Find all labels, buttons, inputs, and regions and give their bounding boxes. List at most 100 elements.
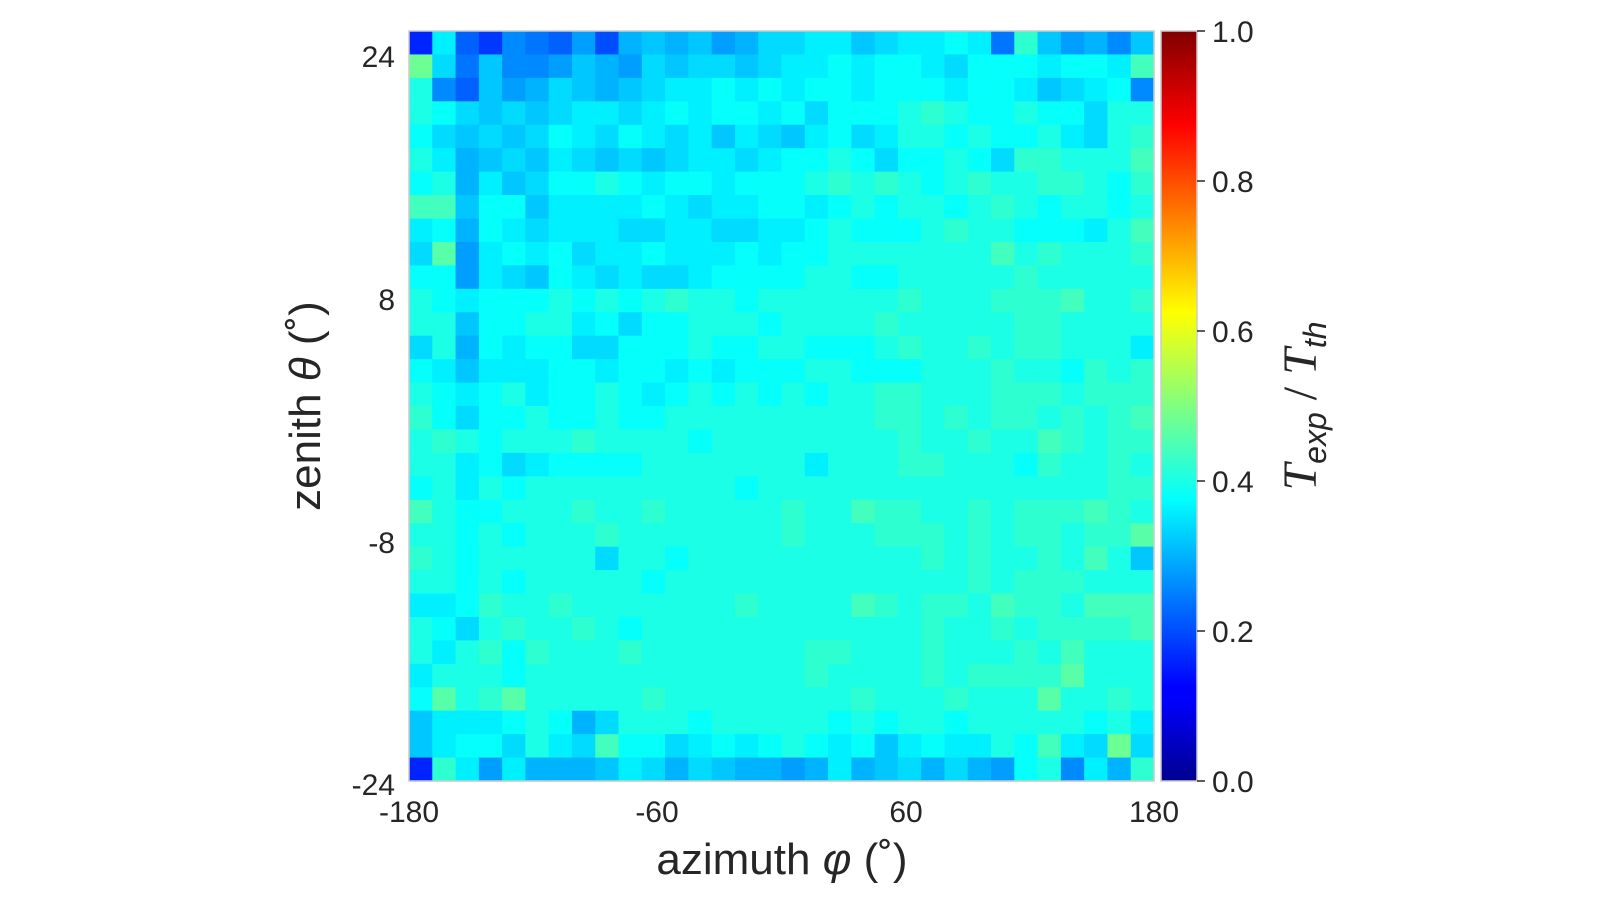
heatmap-cell xyxy=(571,335,596,360)
heatmap-cell xyxy=(1130,54,1155,79)
heatmap-cell xyxy=(688,734,713,759)
heatmap-cell xyxy=(478,77,503,102)
heatmap-cell xyxy=(897,663,922,688)
heatmap-cell xyxy=(409,570,433,595)
heatmap-cell xyxy=(897,335,922,360)
heatmap-cell xyxy=(432,335,457,360)
heatmap-cell xyxy=(409,382,433,407)
heatmap-cell xyxy=(758,734,783,759)
heatmap-cell xyxy=(688,452,713,477)
heatmap-cell xyxy=(665,710,689,735)
heatmap-cell xyxy=(502,218,527,243)
heatmap-cell xyxy=(1014,382,1039,407)
heatmap-cell xyxy=(991,734,1015,759)
heatmap-cell xyxy=(478,593,503,618)
heatmap-cell xyxy=(828,359,852,384)
heatmap-cell xyxy=(595,546,620,571)
heatmap-cell xyxy=(1060,54,1085,79)
heatmap-cell xyxy=(967,429,992,454)
heatmap-cell xyxy=(618,312,643,337)
heatmap-cell xyxy=(828,265,852,290)
heatmap-cell xyxy=(548,218,573,243)
heatmap-cell xyxy=(618,593,643,618)
heatmap-cell xyxy=(828,54,852,79)
heatmap-cell xyxy=(478,687,503,712)
heatmap-cell xyxy=(1130,335,1155,360)
heatmap-cell xyxy=(595,195,620,220)
heatmap-cell xyxy=(548,171,573,196)
heatmap-cell xyxy=(1014,663,1039,688)
heatmap-cell xyxy=(595,593,620,618)
heatmap-cell xyxy=(781,31,806,56)
heatmap-cell xyxy=(688,663,713,688)
heatmap-cell xyxy=(1060,171,1085,196)
heatmap-cell xyxy=(1084,312,1109,337)
heatmap-cell xyxy=(711,241,736,266)
heatmap-cell xyxy=(734,335,759,360)
heatmap-cell xyxy=(944,734,969,759)
heatmap-cell xyxy=(851,265,876,290)
heatmap-cell xyxy=(502,31,527,56)
heatmap-cell xyxy=(1084,171,1109,196)
heatmap-cell xyxy=(571,476,596,501)
heatmap-cell xyxy=(921,265,946,290)
heatmap-cell xyxy=(1014,546,1039,571)
heatmap-cell xyxy=(1130,710,1155,735)
heatmap-cell xyxy=(595,570,620,595)
heatmap-cell xyxy=(874,406,899,431)
heatmap-cell xyxy=(688,499,713,524)
heatmap-cell xyxy=(851,31,876,56)
heatmap-cell xyxy=(804,499,829,524)
heatmap-cell xyxy=(828,148,852,173)
heatmap-cell xyxy=(1107,218,1132,243)
heatmap-cell xyxy=(595,335,620,360)
heatmap-cell xyxy=(1037,54,1062,79)
heatmap-cell xyxy=(1107,663,1132,688)
heatmap-cell xyxy=(1130,523,1155,548)
heatmap-cell xyxy=(758,757,783,782)
heatmap-cell xyxy=(967,476,992,501)
heatmap-cell xyxy=(781,546,806,571)
heatmap-cell xyxy=(804,218,829,243)
heatmap-cell xyxy=(525,757,550,782)
heatmap-cell xyxy=(711,499,736,524)
heatmap-cell xyxy=(618,335,643,360)
heatmap-cell xyxy=(711,523,736,548)
heatmap-cell xyxy=(548,734,573,759)
heatmap-cell xyxy=(618,710,643,735)
heatmap-cell xyxy=(455,265,480,290)
heatmap-cell xyxy=(711,757,736,782)
heatmap-cell xyxy=(874,593,899,618)
heatmap-cell xyxy=(1107,335,1132,360)
heatmap-cell xyxy=(455,710,480,735)
heatmap-cell xyxy=(851,663,876,688)
heatmap-cell xyxy=(665,406,689,431)
heatmap-cell xyxy=(502,499,527,524)
heatmap-cell xyxy=(874,359,899,384)
heatmap-cell xyxy=(525,265,550,290)
heatmap-cell xyxy=(1130,265,1155,290)
heatmap-cell xyxy=(502,616,527,641)
heatmap-cell xyxy=(1084,687,1109,712)
heatmap-cell xyxy=(548,241,573,266)
heatmap-cell xyxy=(1130,406,1155,431)
heatmap-cell xyxy=(455,734,480,759)
heatmap-cell xyxy=(758,382,783,407)
heatmap-cell xyxy=(1084,101,1109,126)
heatmap-cell xyxy=(991,124,1015,149)
heatmap-cell xyxy=(734,101,759,126)
heatmap-cell xyxy=(409,476,433,501)
heatmap-cell xyxy=(432,218,457,243)
heatmap-cell xyxy=(921,640,946,665)
heatmap-cell xyxy=(548,640,573,665)
heatmap-cell xyxy=(781,77,806,102)
y-tick-label: -24 xyxy=(352,769,395,802)
heatmap-cell xyxy=(1084,734,1109,759)
heatmap-cell xyxy=(1084,616,1109,641)
heatmap-cell xyxy=(688,546,713,571)
heatmap-cell xyxy=(921,570,946,595)
heatmap-cell xyxy=(1037,570,1062,595)
heatmap-cell xyxy=(1130,570,1155,595)
heatmap-cell xyxy=(1014,335,1039,360)
heatmap-cell xyxy=(921,757,946,782)
